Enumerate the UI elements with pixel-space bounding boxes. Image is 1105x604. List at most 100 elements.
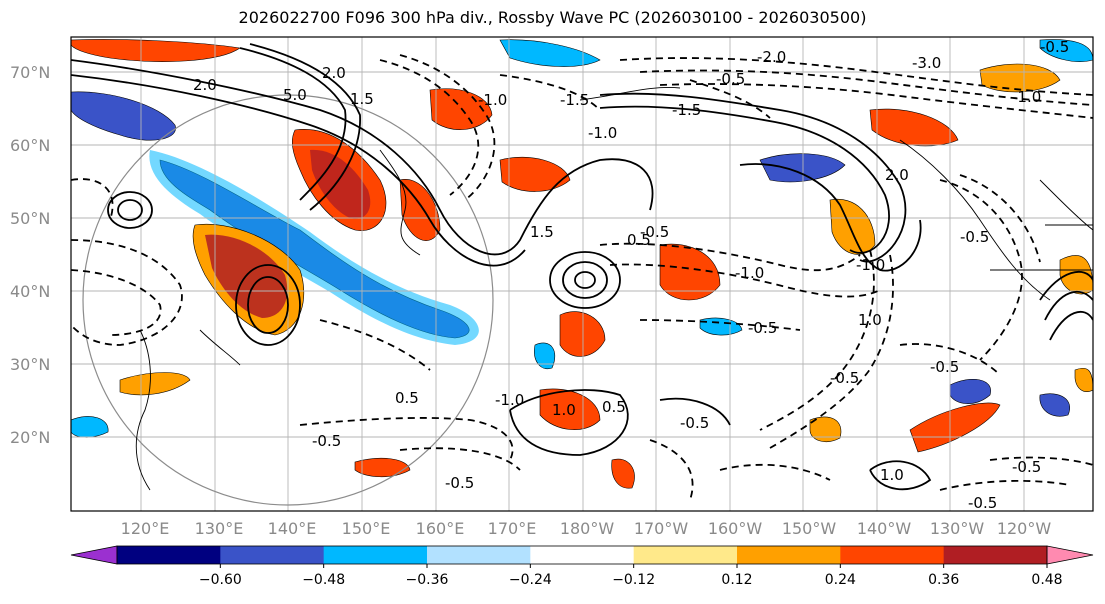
negative-contour: [499, 74, 601, 111]
negative-contour: [959, 174, 1041, 263]
negative-div-region: [71, 91, 176, 141]
colorbar-extend-low: [70, 545, 118, 565]
positive-div-region: [869, 108, 959, 147]
contour-label: -0.5: [680, 414, 709, 432]
map-title: 2026022700 F096 300 hPa div., Rossby Wav…: [238, 8, 867, 27]
lon-label: 160°E: [416, 519, 465, 538]
lon-label: 120°W: [997, 519, 1052, 538]
lon-label: 130°E: [195, 519, 244, 538]
lat-label: 30°N: [10, 355, 50, 374]
contour-label: -0.5: [968, 494, 997, 512]
negative-contour: [379, 59, 480, 196]
contour-label-group: 2.0 1.5 5.0 2.0 -1.0 -1.5 -1.0 -2.0 -0.5…: [193, 38, 1069, 512]
negative-contour: [609, 263, 881, 298]
contour-label: 5.0: [283, 86, 307, 104]
contour-label: 0.5: [395, 389, 419, 407]
positive-contour: [562, 261, 608, 299]
longitude-labels: 120°E 130°E 140°E 150°E 160°E 170°E 180°…: [121, 519, 1052, 538]
lon-label: 170°E: [488, 519, 537, 538]
negative-contour: [899, 343, 1001, 376]
contour-label: 2.0: [885, 166, 909, 184]
coastline: [1039, 179, 1093, 231]
colorbar-segment: [737, 546, 841, 564]
negative-div-region: [149, 150, 479, 345]
coastline: [135, 329, 151, 491]
lon-label: 150°E: [342, 519, 391, 538]
lat-label: 50°N: [10, 209, 50, 228]
contour-label: 1.5: [350, 90, 374, 108]
contour-label: -2.0: [757, 48, 786, 66]
contour-label: -0.5: [930, 358, 959, 376]
positive-div-region: [659, 243, 721, 301]
contour-label: 1.0: [858, 311, 882, 329]
positive-div-region: [71, 39, 241, 62]
positive-contour: [1044, 290, 1093, 321]
contour-label: -0.5: [312, 432, 341, 450]
contour-label: -1.0: [735, 264, 764, 282]
positive-contour: [71, 59, 654, 256]
contour-label: -1.0: [588, 124, 617, 142]
contour-label: -0.5: [1040, 38, 1069, 56]
contour-label: -3.0: [912, 54, 941, 72]
contour-label: -1.0: [856, 256, 885, 274]
negative-contour: [71, 178, 114, 221]
lon-label: 120°E: [121, 519, 170, 538]
contour-label: -0.5: [960, 228, 989, 246]
contour-label: -1.0: [1012, 88, 1041, 106]
rossby-wave-negative-contours: [71, 54, 1093, 501]
negative-contour: [319, 319, 431, 371]
contour-label: -1.5: [672, 101, 701, 119]
map-frame: [70, 36, 1094, 512]
lon-label: 140°W: [857, 519, 912, 538]
positive-contour: [549, 251, 621, 309]
contour-label: -1.0: [478, 91, 507, 109]
negative-contour: [399, 447, 521, 471]
colorbar-tick-label: −0.48: [302, 572, 345, 588]
negative-contour: [769, 254, 894, 449]
contour-label: 1.0: [552, 401, 576, 419]
colorbar-segment: [840, 546, 945, 564]
positive-div-region: [499, 156, 571, 192]
contour-label: 0.5: [602, 398, 626, 416]
negative-contour: [71, 269, 162, 336]
contour-label: -1.0: [495, 391, 524, 409]
positive-contour: [117, 199, 143, 221]
negative-contour: [399, 54, 496, 201]
negative-contour: [619, 57, 1093, 96]
negative-contour: [649, 439, 694, 501]
negative-div-region: [499, 39, 601, 67]
positive-contour: [107, 191, 153, 229]
latitude-labels: 70°N 60°N 50°N 40°N 30°N 20°N: [10, 63, 50, 447]
positive-contour: [249, 43, 361, 211]
positive-div-region: [829, 198, 876, 255]
positive-div-region: [399, 179, 441, 241]
contour-label: 1.5: [530, 223, 554, 241]
positive-div-region: [1059, 255, 1093, 295]
positive-div-region: [119, 372, 191, 396]
negative-contour: [719, 463, 831, 481]
contour-label: -0.5: [640, 223, 669, 241]
negative-contour: [659, 83, 1093, 119]
contour-label: 2.0: [193, 76, 217, 94]
negative-contour: [599, 242, 861, 272]
positive-contour: [659, 397, 731, 426]
lon-label: 170°W: [634, 519, 689, 538]
positive-contour: [235, 264, 301, 346]
negative-div-region: [1039, 393, 1070, 417]
negative-contour: [71, 239, 183, 346]
contour-label: 2.0: [322, 64, 346, 82]
coastlines: [135, 87, 1093, 491]
positive-contour: [509, 389, 629, 456]
positive-contour: [247, 276, 289, 334]
negative-div-region: [949, 379, 991, 404]
positive-contour: [574, 271, 596, 289]
positive-div-region: [809, 416, 842, 442]
lon-label: 140°E: [268, 519, 317, 538]
colorbar-segment: [117, 546, 221, 564]
lat-label: 60°N: [10, 136, 50, 155]
positive-contour: [869, 460, 932, 491]
lat-label: 40°N: [10, 282, 50, 301]
coastline: [899, 139, 1051, 301]
positive-contour: [1039, 270, 1093, 301]
colorbar-extend-high: [1046, 545, 1094, 565]
